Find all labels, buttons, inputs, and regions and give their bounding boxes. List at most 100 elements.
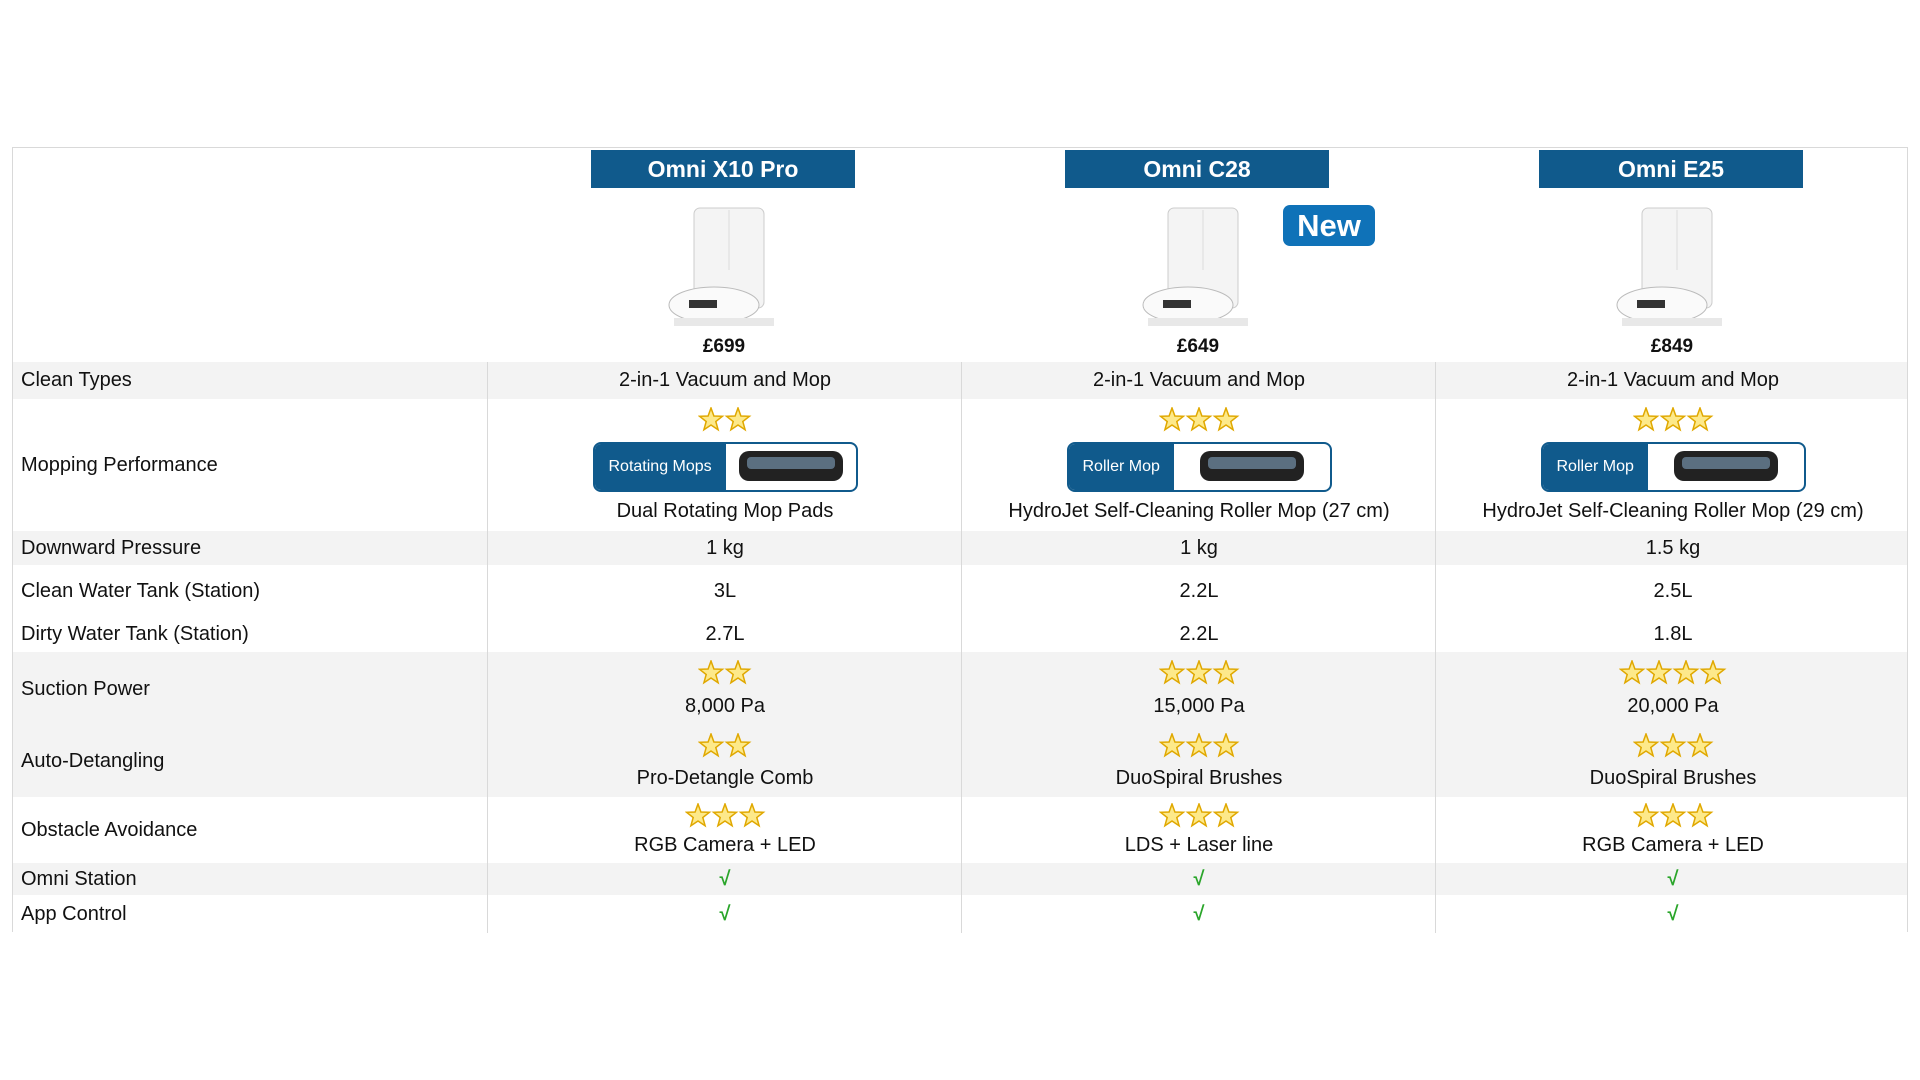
table-cell: 2.7L xyxy=(487,617,962,652)
table-cell: √ xyxy=(961,895,1436,933)
cell-text: DuoSpiral Brushes xyxy=(1589,766,1757,789)
table-row: Omni Station √ √ √ xyxy=(13,863,1907,895)
star xyxy=(1686,802,1713,828)
star-rating xyxy=(1632,802,1713,828)
mop-image xyxy=(1174,444,1330,490)
table-cell: 2-in-1 Vacuum and Mop xyxy=(1435,362,1910,399)
mop-picture xyxy=(1673,450,1778,481)
mop-tag-label: Roller Mop xyxy=(1542,443,1648,490)
star-rating xyxy=(1158,802,1239,828)
table-cell: √ xyxy=(1435,863,1910,895)
row-label: Auto-Detangling xyxy=(21,750,165,772)
product-title: Omni C28 xyxy=(1065,150,1329,188)
mop-picture xyxy=(738,450,843,481)
table-cell: 1 kg xyxy=(961,531,1436,565)
table-cell: 3L xyxy=(487,565,962,617)
star xyxy=(1632,802,1659,828)
cell-text: 2.5L xyxy=(1653,579,1693,602)
mop-tag: Roller Mop xyxy=(1540,441,1806,492)
product-price: £699 xyxy=(702,336,746,357)
cell-text: Dual Rotating Mop Pads xyxy=(616,499,834,522)
mop-tag: Rotating Mops xyxy=(592,441,858,492)
table-cell: Roller Mop HydroJet Self-Cleaning Roller … xyxy=(961,399,1436,531)
table-cell: 2-in-1 Vacuum and Mop xyxy=(487,362,962,399)
row-label: Dirty Water Tank (Station) xyxy=(21,623,249,645)
comparison-table: Omni X10 Pro £699 Omni C28 £649 New Omni E25 £… xyxy=(12,147,1910,933)
table-row: Downward Pressure 1 kg 1 kg 1.5 kg xyxy=(13,531,1907,565)
check-mark: √ xyxy=(1193,867,1205,890)
cell-text: 1 kg xyxy=(1180,536,1218,559)
star xyxy=(1158,733,1185,758)
mop-tag-label: Roller Mop xyxy=(1068,443,1174,490)
cell-text: HydroJet Self-Cleaning Roller Mop (29 cm… xyxy=(1482,499,1864,522)
product-image xyxy=(1142,207,1248,326)
star xyxy=(1185,733,1212,758)
cell-text: 3L xyxy=(713,579,737,602)
product-price: £649 xyxy=(1176,336,1220,357)
cell-text: 2-in-1 Vacuum and Mop xyxy=(1093,369,1305,391)
product-image xyxy=(1616,207,1722,326)
table-cell: 8,000 Pa xyxy=(487,652,962,726)
cell-text: 2.7L xyxy=(705,623,745,645)
star xyxy=(1645,660,1673,685)
table-cell: √ xyxy=(961,863,1436,895)
star xyxy=(1212,660,1239,685)
table-row: Obstacle Avoidance RGB Camera + LED LDS + … xyxy=(13,797,1907,863)
star xyxy=(1672,660,1700,685)
cell-text: 8,000 Pa xyxy=(684,694,766,717)
table-row: Auto-Detangling Pro-Detangle Comb DuoSpira… xyxy=(13,726,1907,797)
star xyxy=(1686,407,1713,432)
star-rating xyxy=(1632,407,1713,432)
table-cell: 1 kg xyxy=(487,531,962,565)
product-title: Omni E25 xyxy=(1539,150,1803,188)
star-rating xyxy=(1632,733,1713,758)
check-mark: √ xyxy=(719,867,731,890)
row-label: Clean Types xyxy=(21,369,132,391)
star-rating xyxy=(698,407,752,432)
star xyxy=(724,733,752,758)
star-rating xyxy=(1158,407,1239,432)
table-cell: 2.5L xyxy=(1435,565,1910,617)
star xyxy=(1632,407,1659,432)
row-label: Mopping Performance xyxy=(21,453,218,476)
row-label: Downward Pressure xyxy=(21,536,202,559)
cell-text: RGB Camera + LED xyxy=(634,834,816,857)
row-label: App Control xyxy=(21,902,127,925)
star xyxy=(698,407,725,432)
row-label: Obstacle Avoidance xyxy=(21,818,198,841)
star xyxy=(1659,802,1686,828)
star xyxy=(684,802,711,828)
table-cell: 2.2L xyxy=(961,617,1436,652)
mop-tag-label: Rotating Mops xyxy=(594,443,726,490)
check-mark: √ xyxy=(1193,902,1205,925)
star xyxy=(1158,407,1185,432)
table-row: Clean Water Tank (Station) 3L 2.2L 2.5L xyxy=(13,565,1907,617)
star xyxy=(711,802,738,828)
cell-text: 1.8L xyxy=(1653,623,1693,645)
mop-picture xyxy=(1199,450,1304,481)
table-row: Suction Power 8,000 Pa 15,000 Pa 20,000 Pa xyxy=(13,652,1907,726)
table-cell: √ xyxy=(487,863,962,895)
star xyxy=(1212,733,1239,758)
cell-text: DuoSpiral Brushes xyxy=(1115,766,1283,789)
row-label: Clean Water Tank (Station) xyxy=(21,579,260,602)
table-cell: 1.8L xyxy=(1435,617,1910,652)
table-row: App Control √ √ √ xyxy=(13,895,1907,933)
table-cell: DuoSpiral Brushes xyxy=(1435,726,1910,797)
table-cell: DuoSpiral Brushes xyxy=(961,726,1436,797)
new-badge: New xyxy=(1283,205,1375,246)
star xyxy=(1632,733,1659,758)
table-cell: Roller Mop HydroJet Self-Cleaning Roller … xyxy=(1435,399,1910,531)
cell-text: RGB Camera + LED xyxy=(1582,834,1764,857)
cell-text: LDS + Laser line xyxy=(1124,834,1274,857)
product-title: Omni X10 Pro xyxy=(591,150,855,188)
table-row: Clean Types 2-in-1 Vacuum and Mop 2-in-1 V… xyxy=(13,362,1907,399)
star xyxy=(1619,660,1646,685)
mop-tag: Roller Mop xyxy=(1066,441,1332,492)
cell-text: 2.2L xyxy=(1179,623,1219,645)
row-label: Suction Power xyxy=(21,677,150,700)
cell-text: HydroJet Self-Cleaning Roller Mop (27 cm… xyxy=(1008,499,1390,522)
star xyxy=(1185,802,1212,828)
table-cell: 1.5 kg xyxy=(1435,531,1910,565)
table-cell: Rotating Mops Dual Rotating Mop Pads xyxy=(487,399,962,531)
